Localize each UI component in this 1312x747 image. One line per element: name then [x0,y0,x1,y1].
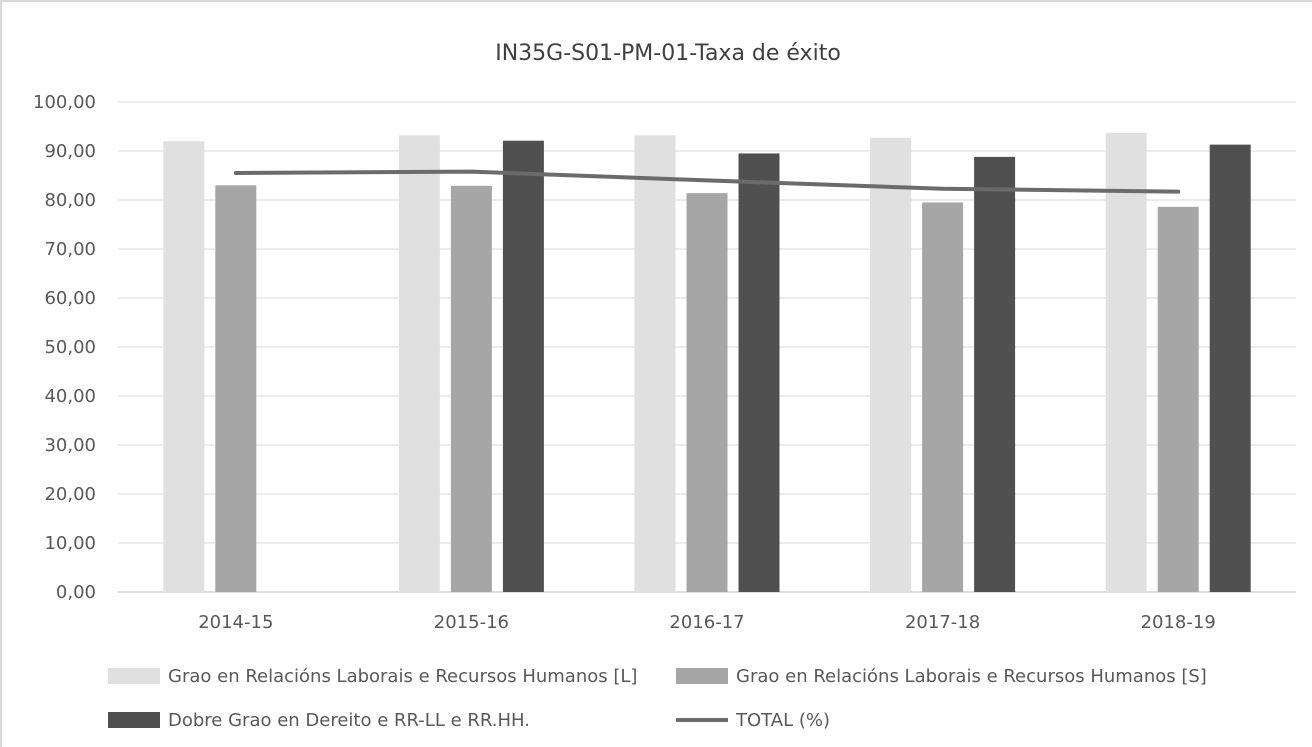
y-tick-label: 10,00 [44,533,96,554]
bar-1-2015-16 [398,135,440,592]
y-tick-label: 0,00 [56,582,96,603]
legend-item-4: TOTAL (%) [676,710,830,731]
legend-label: TOTAL (%) [735,710,830,731]
legend: Grao en Relacións Laborais e Recursos Hu… [108,666,1207,731]
bar-2-2015-16 [450,185,492,593]
legend-item-2: Grao en Relacións Laborais e Recursos Hu… [676,666,1207,687]
bar-1-2017-18 [870,137,912,592]
y-axis-tick-labels: 0,00 10,00 20,00 30,00 40,00 50,00 60,00 70,00 8… [33,92,96,603]
x-axis-tick-labels: 2014-15 2015-16 2016-17 2017-18 2018-19 [198,612,1216,633]
total-line-series [233,169,1181,194]
chart-title: IN35G-S01-PM-01-Taxa de éxito [495,41,841,66]
y-tick-label: 90,00 [44,141,96,162]
bar-1-2016-17 [634,135,676,592]
legend-swatch [676,668,728,684]
x-tick-label: 2014-15 [198,612,273,633]
legend-swatch [108,712,160,728]
y-tick-label: 80,00 [44,190,96,211]
y-tick-label: 50,00 [44,337,96,358]
legend-label: Grao en Relacións Laborais e Recursos Hu… [736,666,1207,687]
bar-3-2018-19 [1209,144,1251,592]
bar-1-2014-15 [163,141,205,592]
y-tick-label: 100,00 [33,92,96,113]
y-tick-label: 70,00 [44,239,96,260]
bar-3-2015-16 [502,140,544,592]
y-tick-label: 60,00 [44,288,96,309]
y-tick-label: 40,00 [44,386,96,407]
total-line [233,169,1181,194]
legend-item-1: Grao en Relacións Laborais e Recursos Hu… [108,666,637,687]
bar-2-2014-15 [215,185,257,593]
legend-swatch [108,668,160,684]
x-tick-label: 2015-16 [434,612,509,633]
bar-2-2017-18 [922,202,964,592]
bar-3-2017-18 [974,156,1016,592]
x-tick-label: 2018-19 [1141,612,1216,633]
bar-3-2016-17 [738,153,780,592]
x-tick-label: 2016-17 [669,612,744,633]
x-tick-label: 2017-18 [905,612,980,633]
legend-label: Dobre Grao en Dereito e RR-LL e RR.HH. [168,710,530,731]
bars [163,132,1251,593]
bar-2-2016-17 [686,193,728,592]
bar-2-2018-19 [1157,206,1199,593]
legend-item-3: Dobre Grao en Dereito e RR-LL e RR.HH. [108,710,530,731]
y-tick-label: 30,00 [44,435,96,456]
legend-label: Grao en Relacións Laborais e Recursos Hu… [168,666,637,687]
y-tick-label: 20,00 [44,484,96,505]
bar-1-2018-19 [1105,132,1147,592]
